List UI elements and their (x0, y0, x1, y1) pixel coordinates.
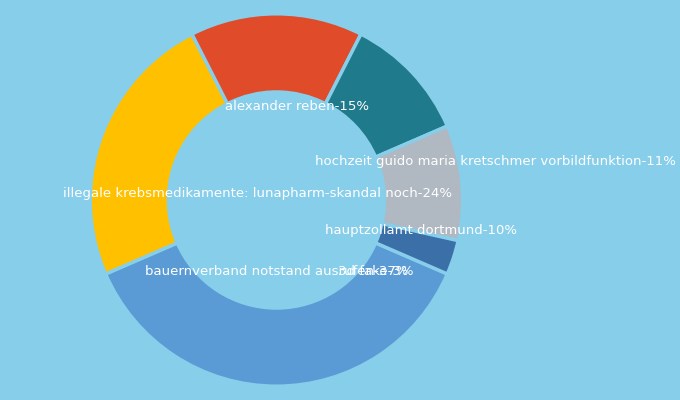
Wedge shape (326, 34, 447, 157)
Wedge shape (375, 224, 458, 274)
Wedge shape (192, 14, 361, 104)
Wedge shape (105, 243, 447, 386)
Text: hochzeit guido maria kretschmer vorbildfunktion-11%: hochzeit guido maria kretschmer vorbildf… (315, 155, 676, 168)
Text: alexander reben-15%: alexander reben-15% (225, 100, 369, 113)
Text: 3d fake-3%: 3d fake-3% (338, 265, 413, 278)
Text: hauptzollamt dortmund-10%: hauptzollamt dortmund-10% (325, 224, 517, 237)
Wedge shape (375, 126, 462, 241)
Text: illegale krebsmedikamente: lunapharm-skandal noch-24%: illegale krebsmedikamente: lunapharm-ska… (63, 187, 452, 200)
Text: bauernverband notstand ausrufen-37%: bauernverband notstand ausrufen-37% (145, 265, 408, 278)
Wedge shape (90, 34, 227, 274)
